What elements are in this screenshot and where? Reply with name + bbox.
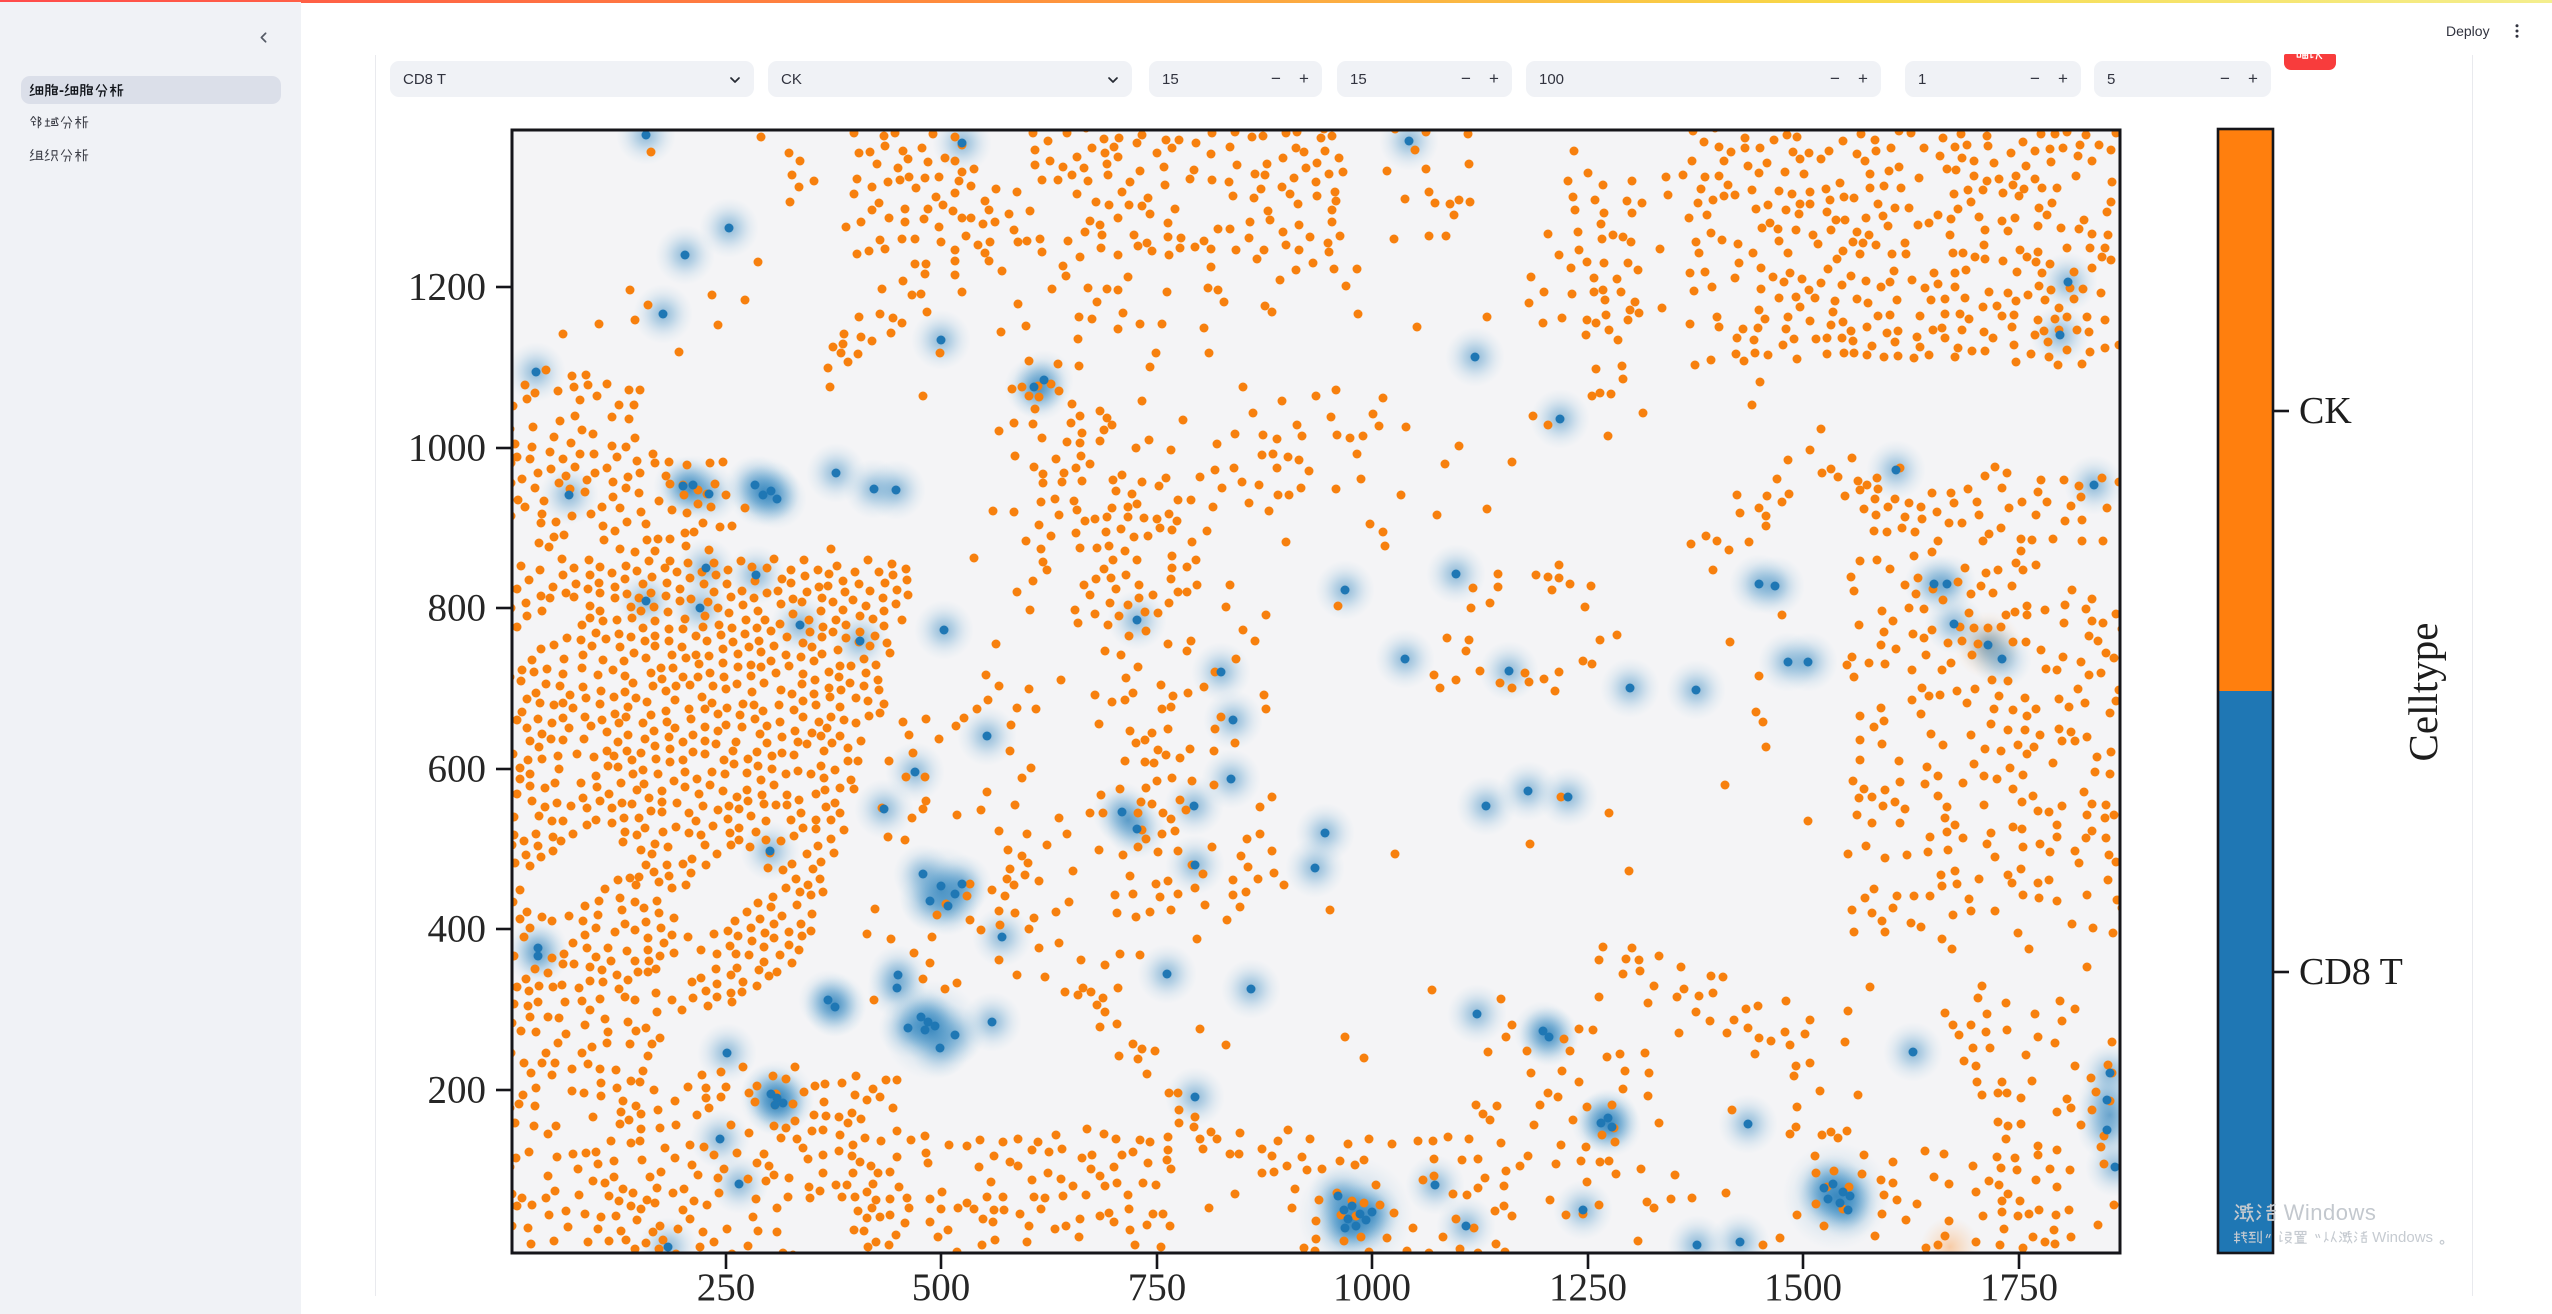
svg-text:400: 400	[428, 908, 487, 951]
svg-text:800: 800	[428, 587, 487, 630]
svg-text:600: 600	[428, 748, 487, 791]
svg-text:250: 250	[697, 1266, 756, 1309]
svg-text:1250: 1250	[1549, 1266, 1627, 1309]
svg-text:1000: 1000	[1333, 1266, 1411, 1309]
svg-text:1000: 1000	[408, 427, 486, 470]
svg-text:1200: 1200	[408, 266, 486, 309]
svg-text:750: 750	[1128, 1266, 1187, 1309]
svg-text:1500: 1500	[1764, 1266, 1842, 1309]
svg-text:Celltype: Celltype	[2400, 623, 2446, 762]
svg-text:CK: CK	[2299, 390, 2352, 432]
svg-text:500: 500	[912, 1266, 971, 1309]
svg-text:1750: 1750	[1980, 1266, 2058, 1309]
svg-text:200: 200	[428, 1069, 487, 1112]
svg-text:CD8 T: CD8 T	[2299, 951, 2403, 993]
